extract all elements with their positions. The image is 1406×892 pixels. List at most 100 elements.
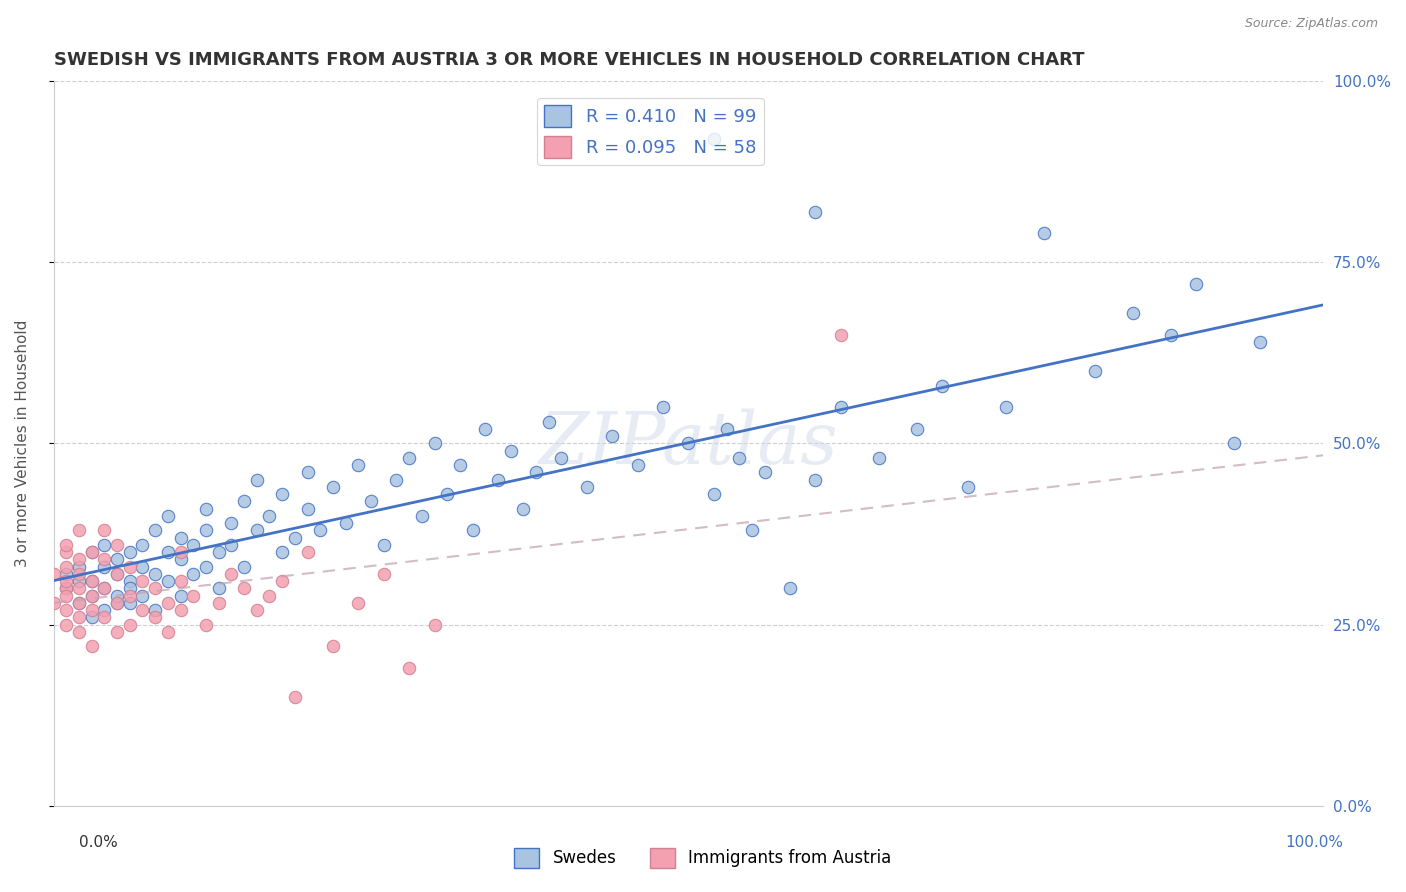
Point bbox=[181, 566, 204, 581]
Point bbox=[55, 538, 77, 552]
Point bbox=[1160, 327, 1182, 342]
Point bbox=[1223, 436, 1246, 450]
Point bbox=[143, 603, 166, 617]
Point bbox=[156, 508, 179, 523]
Point bbox=[678, 436, 700, 450]
Point bbox=[716, 422, 738, 436]
Point bbox=[169, 545, 191, 559]
Text: 100.0%: 100.0% bbox=[1285, 836, 1344, 850]
Point bbox=[449, 458, 471, 473]
Point bbox=[55, 603, 77, 617]
Point bbox=[486, 473, 509, 487]
Point bbox=[67, 624, 90, 639]
Point bbox=[194, 559, 217, 574]
Point bbox=[1185, 277, 1208, 292]
Point bbox=[1122, 306, 1144, 320]
Point bbox=[411, 508, 433, 523]
Point bbox=[93, 610, 115, 624]
Legend: Swedes, Immigrants from Austria: Swedes, Immigrants from Austria bbox=[508, 841, 898, 875]
Point bbox=[322, 639, 344, 653]
Point bbox=[830, 401, 852, 415]
Point bbox=[93, 582, 115, 596]
Point bbox=[105, 566, 128, 581]
Point bbox=[42, 596, 65, 610]
Point bbox=[728, 450, 751, 465]
Point bbox=[905, 422, 928, 436]
Point bbox=[67, 552, 90, 566]
Point bbox=[93, 552, 115, 566]
Point bbox=[118, 559, 141, 574]
Point bbox=[169, 552, 191, 566]
Y-axis label: 3 or more Vehicles in Household: 3 or more Vehicles in Household bbox=[15, 319, 30, 567]
Point bbox=[105, 552, 128, 566]
Point bbox=[804, 473, 827, 487]
Point bbox=[143, 610, 166, 624]
Point bbox=[537, 415, 560, 429]
Point bbox=[271, 545, 294, 559]
Point bbox=[105, 589, 128, 603]
Point bbox=[156, 596, 179, 610]
Point bbox=[741, 524, 763, 538]
Point bbox=[169, 574, 191, 588]
Point bbox=[259, 508, 281, 523]
Point bbox=[754, 466, 776, 480]
Point bbox=[233, 559, 256, 574]
Point bbox=[1032, 227, 1054, 241]
Point bbox=[194, 524, 217, 538]
Point bbox=[436, 487, 458, 501]
Point bbox=[55, 566, 77, 581]
Point bbox=[105, 624, 128, 639]
Point bbox=[1249, 334, 1271, 349]
Point bbox=[118, 545, 141, 559]
Point bbox=[246, 603, 269, 617]
Point bbox=[80, 589, 103, 603]
Point bbox=[55, 574, 77, 588]
Point bbox=[42, 566, 65, 581]
Point bbox=[67, 559, 90, 574]
Point bbox=[868, 450, 890, 465]
Point bbox=[524, 466, 547, 480]
Point bbox=[830, 327, 852, 342]
Point bbox=[118, 589, 141, 603]
Point bbox=[461, 524, 484, 538]
Point bbox=[347, 596, 370, 610]
Point bbox=[512, 501, 534, 516]
Point bbox=[373, 566, 395, 581]
Point bbox=[335, 516, 357, 530]
Point bbox=[284, 531, 307, 545]
Point bbox=[67, 582, 90, 596]
Point bbox=[80, 545, 103, 559]
Point bbox=[156, 574, 179, 588]
Point bbox=[93, 603, 115, 617]
Point bbox=[575, 480, 598, 494]
Text: 0.0%: 0.0% bbox=[79, 836, 118, 850]
Point bbox=[67, 596, 90, 610]
Point bbox=[499, 443, 522, 458]
Point bbox=[118, 582, 141, 596]
Point bbox=[169, 531, 191, 545]
Point bbox=[398, 661, 420, 675]
Point bbox=[994, 401, 1017, 415]
Point bbox=[67, 610, 90, 624]
Point bbox=[169, 603, 191, 617]
Point bbox=[423, 436, 446, 450]
Point bbox=[221, 538, 243, 552]
Point bbox=[259, 589, 281, 603]
Point bbox=[105, 538, 128, 552]
Point bbox=[194, 617, 217, 632]
Point bbox=[80, 639, 103, 653]
Point bbox=[271, 487, 294, 501]
Point bbox=[804, 204, 827, 219]
Point bbox=[67, 566, 90, 581]
Point bbox=[156, 624, 179, 639]
Point bbox=[385, 473, 408, 487]
Point bbox=[105, 566, 128, 581]
Point bbox=[131, 574, 153, 588]
Point bbox=[297, 545, 319, 559]
Point bbox=[80, 610, 103, 624]
Point bbox=[131, 589, 153, 603]
Point bbox=[118, 596, 141, 610]
Point bbox=[246, 524, 269, 538]
Point bbox=[80, 574, 103, 588]
Point bbox=[233, 582, 256, 596]
